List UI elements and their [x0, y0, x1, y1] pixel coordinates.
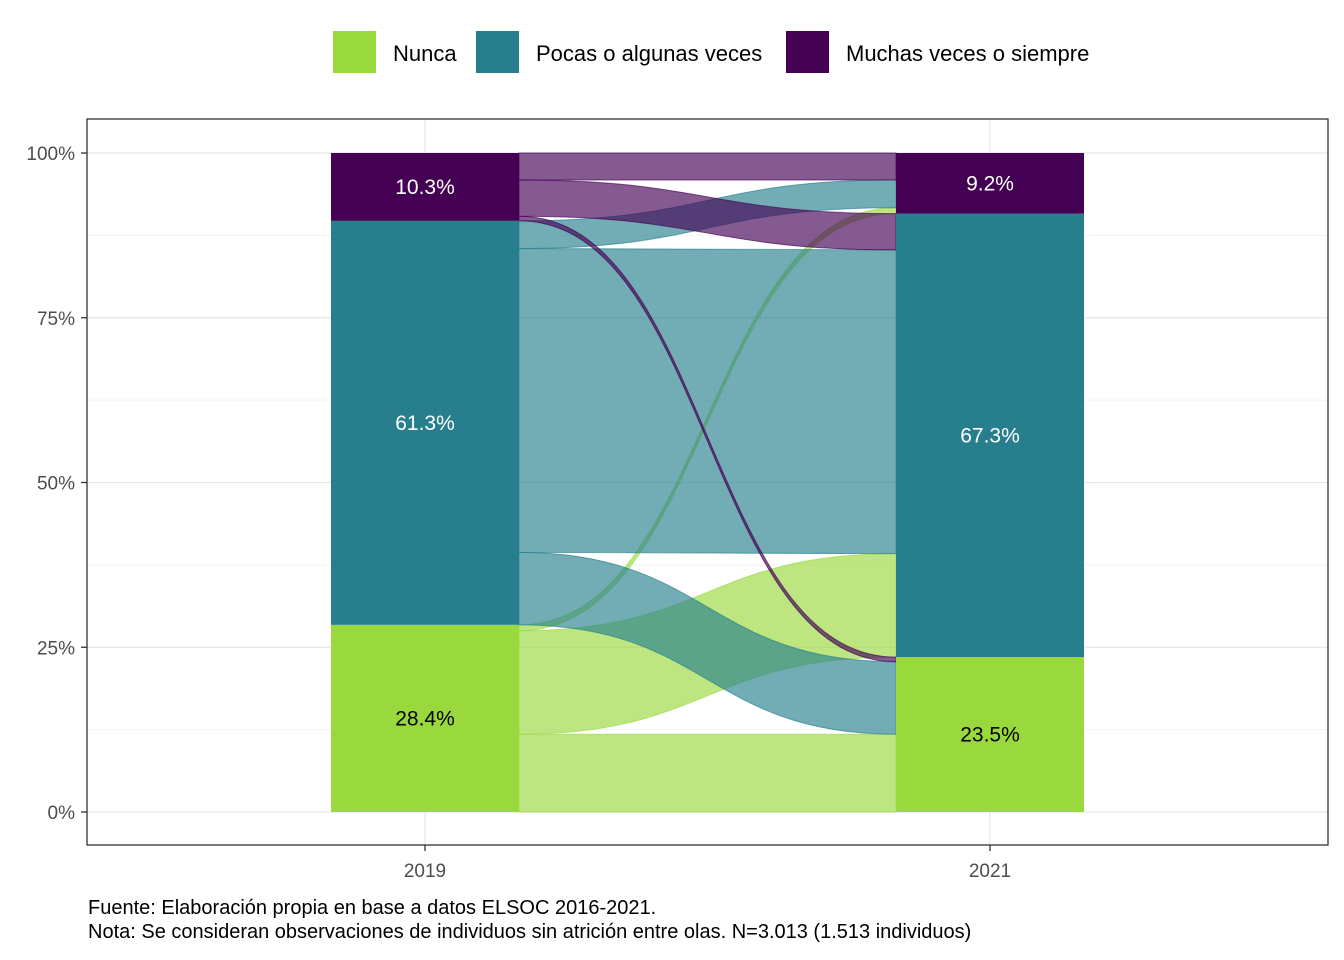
y-tick-label: 0%	[48, 803, 76, 824]
y-tick-label: 50%	[37, 474, 75, 495]
bar-labels: 28.4% 61.3% 10.3% 23.5% 67.3% 9.2%	[395, 172, 1020, 746]
flow-nunca-to-nunca	[518, 733, 897, 813]
bar-pocas-o-algunas-veces-2021	[896, 213, 1084, 658]
x-tick-label: 2021	[969, 861, 1011, 882]
legend-label-nunca: Nunca	[393, 41, 457, 66]
caption-note: Nota: Se consideran observaciones de ind…	[88, 921, 972, 943]
bar-label-pocas-o-algunas-veces-2019: 61.3%	[395, 412, 455, 435]
bar-nunca-2021	[896, 657, 1084, 812]
legend-swatch-nunca	[333, 31, 376, 73]
flow-muchas-veces-o-siempre-to-muchas-veces-o-siempre	[518, 152, 897, 181]
y-tick-label: 25%	[37, 638, 75, 659]
bar-label-nunca-2019: 28.4%	[395, 707, 455, 730]
bar-muchas-veces-o-siempre-2019	[331, 153, 519, 221]
y-tick-label: 100%	[26, 144, 75, 165]
x-tick-label: 2019	[404, 861, 446, 882]
flow-pocas-o-algunas-veces-to-pocas-o-algunas-veces	[518, 248, 897, 555]
legend-swatch-pocas-o-algunas-veces	[476, 31, 519, 73]
bar-label-muchas-veces-o-siempre-2021: 9.2%	[966, 172, 1014, 195]
x-axis: 2019 2021	[404, 845, 1011, 882]
bar-nunca-2019	[331, 624, 519, 812]
bar-muchas-veces-o-siempre-2021	[896, 153, 1084, 214]
flows	[518, 152, 897, 813]
caption-source: Fuente: Elaboración propia en base a dat…	[88, 897, 657, 919]
y-axis: 0% 25% 50% 75% 100%	[26, 144, 87, 824]
y-tick-label: 75%	[37, 309, 75, 330]
bar-label-pocas-o-algunas-veces-2021: 67.3%	[960, 424, 1020, 447]
bar-label-nunca-2021: 23.5%	[960, 724, 1020, 747]
legend: Nunca Pocas o algunas veces Muchas veces o…	[333, 31, 1089, 73]
legend-swatch-muchas-veces-o-siempre	[786, 31, 829, 73]
bar-label-muchas-veces-o-siempre-2019: 10.3%	[395, 176, 455, 199]
bar-pocas-o-algunas-veces-2019	[331, 220, 519, 625]
legend-label-muchas-veces-o-siempre: Muchas veces o siempre	[846, 41, 1089, 66]
legend-label-pocas-o-algunas-veces: Pocas o algunas veces	[536, 41, 762, 66]
stacked-bars	[331, 153, 1084, 812]
